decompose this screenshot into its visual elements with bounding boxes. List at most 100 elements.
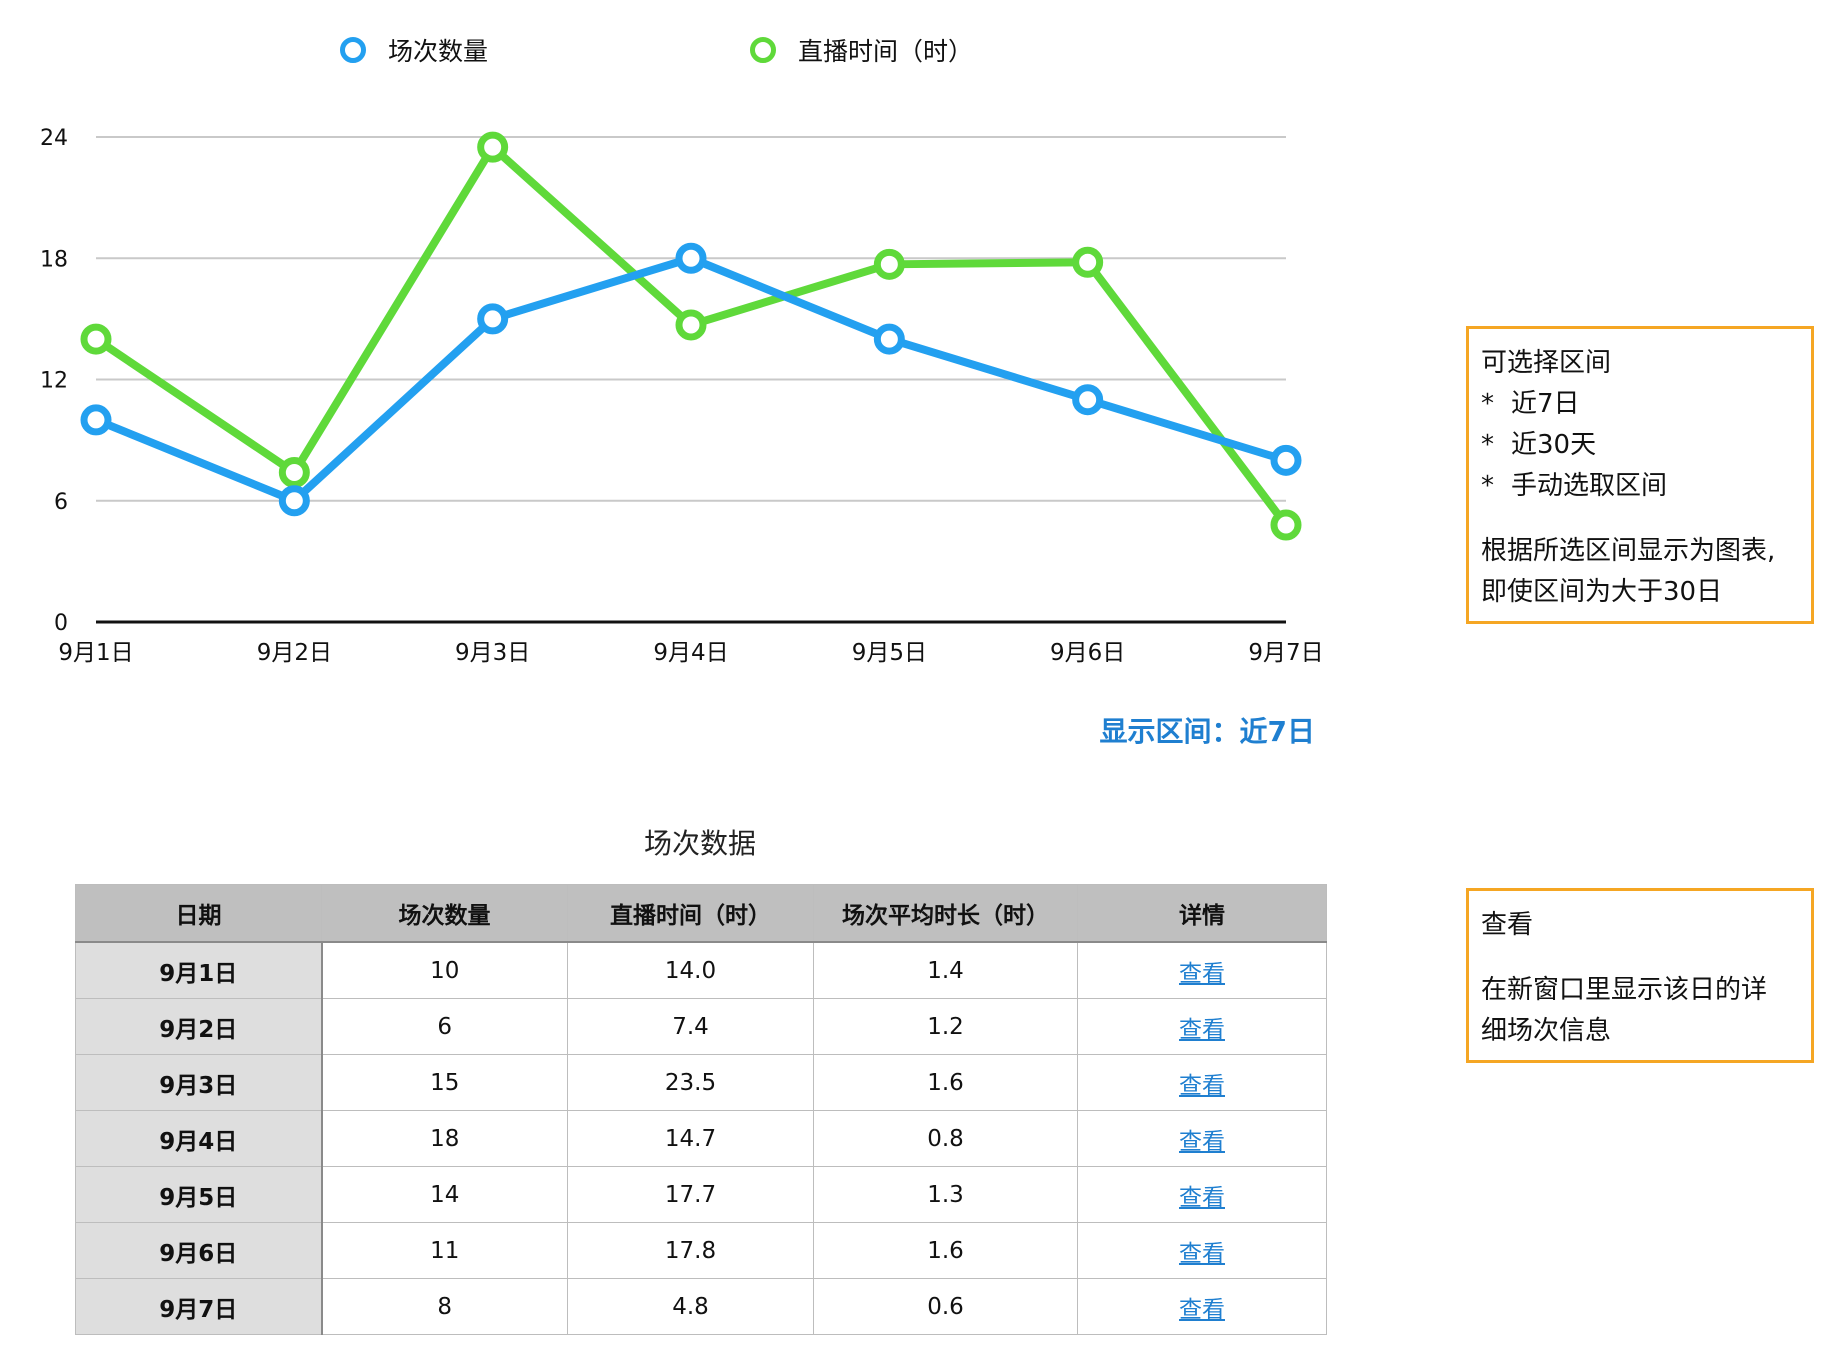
cell-date: 9月2日 (75, 998, 323, 1055)
cell-session-count: 6 (321, 998, 568, 1055)
legend-label-live-hours: 直播时间（时） (798, 37, 974, 66)
cell-session-count: 10 (321, 941, 568, 999)
legend-marker-sessions (340, 37, 366, 63)
view-details-link[interactable]: 查看 (1077, 1054, 1327, 1111)
cell-avg-duration: 1.3 (813, 1166, 1078, 1223)
note-text: 细场次信息 (1481, 1016, 1612, 1046)
data-point (675, 242, 707, 274)
header-avg-duration: 场次平均时长（时） (813, 884, 1078, 943)
legend-marker-live-hours (750, 37, 776, 63)
data-point (1270, 509, 1302, 541)
data-point (278, 456, 310, 488)
bullet-mark: * (1481, 471, 1494, 501)
view-link-label[interactable]: 查看 (1179, 1016, 1225, 1043)
note-item-text: 近30天 (1511, 430, 1597, 460)
view-details-link[interactable]: 查看 (1077, 998, 1327, 1055)
data-point (80, 323, 112, 355)
data-point (1072, 246, 1104, 278)
note-text: 即使区间为大于30日 (1481, 577, 1723, 607)
cell-session-count: 11 (321, 1222, 568, 1279)
note-title: 查看 (1481, 910, 1534, 940)
cell-avg-duration: 1.6 (813, 1222, 1078, 1279)
data-point (477, 131, 509, 163)
view-details-link[interactable]: 查看 (1077, 1166, 1327, 1223)
note-item-text: 近7日 (1511, 389, 1580, 419)
table-row: 9月3日 15 23.5 1.6 查看 (75, 1054, 1327, 1111)
data-point (477, 303, 509, 335)
y-tick-label: 24 (40, 126, 68, 151)
header-session-count: 场次数量 (321, 884, 568, 943)
table-row: 9月4日 18 14.7 0.8 查看 (75, 1110, 1327, 1167)
cell-live-hours: 23.5 (567, 1054, 814, 1111)
view-details-link[interactable]: 查看 (1077, 941, 1327, 999)
cell-avg-duration: 0.6 (813, 1278, 1078, 1335)
cell-date: 9月7日 (75, 1278, 323, 1335)
view-link-label[interactable]: 查看 (1179, 960, 1225, 987)
view-details-link[interactable]: 查看 (1077, 1110, 1327, 1167)
view-link-label[interactable]: 查看 (1179, 1240, 1225, 1267)
x-tick-label: 9月1日 (58, 640, 133, 666)
table-row: 9月2日 6 7.4 1.2 查看 (75, 998, 1327, 1055)
table-row: 9月7日 8 4.8 0.6 查看 (75, 1278, 1327, 1335)
cell-live-hours: 14.7 (567, 1110, 814, 1167)
x-tick-label: 9月5日 (852, 640, 927, 666)
y-tick-label: 0 (54, 611, 68, 636)
table-title: 场次数据 (643, 827, 756, 860)
note-bullet-item: * 近30天 (1481, 425, 1797, 466)
x-tick-label: 9月4日 (653, 640, 728, 666)
range-selector-label[interactable]: 显示区间：近7日 (1099, 715, 1315, 748)
cell-date: 9月1日 (75, 941, 323, 999)
view-link-label[interactable]: 查看 (1179, 1296, 1225, 1323)
table-row: 9月5日 14 17.7 1.3 查看 (75, 1166, 1327, 1223)
note-item-text: 手动选取区间 (1511, 471, 1668, 501)
view-link-label[interactable]: 查看 (1179, 1184, 1225, 1211)
cell-live-hours: 14.0 (567, 941, 814, 999)
session-data-table: 日期 场次数量 直播时间（时） 场次平均时长（时） 详情 9月1日 10 14.… (75, 884, 1327, 1335)
bullet-mark: * (1481, 430, 1494, 460)
x-tick-label: 9月3日 (455, 640, 530, 666)
cell-session-count: 8 (321, 1278, 568, 1335)
y-tick-label: 12 (40, 369, 68, 394)
table-row: 9月6日 11 17.8 1.6 查看 (75, 1222, 1327, 1279)
cell-live-hours: 17.8 (567, 1222, 814, 1279)
data-point (675, 309, 707, 341)
view-details-link[interactable]: 查看 (1077, 1222, 1327, 1279)
legend-item-live-hours[interactable]: 直播时间（时） (750, 30, 973, 70)
cell-date: 9月3日 (75, 1054, 323, 1111)
y-axis-ticks: 0 6 12 18 24 (40, 126, 68, 636)
note-text: 在新窗口里显示该日的详 (1481, 975, 1768, 1005)
cell-date: 9月6日 (75, 1222, 323, 1279)
data-point (873, 248, 905, 280)
note-bullet-item: * 近7日 (1481, 384, 1797, 425)
legend-label-sessions: 场次数量 (388, 37, 489, 66)
cell-avg-duration: 1.4 (813, 941, 1078, 999)
note-text: 根据所选区间显示为图表, (1481, 536, 1776, 566)
legend-item-sessions[interactable]: 场次数量 (340, 30, 488, 70)
header-date: 日期 (75, 884, 322, 943)
data-point (278, 485, 310, 517)
grid-lines (96, 136, 1286, 624)
x-tick-label: 9月2日 (257, 640, 332, 666)
data-point (1270, 444, 1302, 476)
view-details-link[interactable]: 查看 (1077, 1278, 1327, 1335)
cell-avg-duration: 1.6 (813, 1054, 1078, 1111)
data-point (80, 404, 112, 436)
view-details-note: 查看 在新窗口里显示该日的详 细场次信息 (1466, 888, 1814, 1063)
cell-live-hours: 4.8 (567, 1278, 814, 1335)
series-lines (80, 131, 1302, 541)
table-row: 9月1日 10 14.0 1.4 查看 (75, 941, 1327, 999)
data-point (873, 323, 905, 355)
header-details: 详情 (1077, 884, 1327, 943)
x-tick-label: 9月7日 (1248, 640, 1323, 666)
table-header-row: 日期 场次数量 直播时间（时） 场次平均时长（时） 详情 (75, 884, 1327, 943)
cell-avg-duration: 0.8 (813, 1110, 1078, 1167)
view-link-label[interactable]: 查看 (1179, 1128, 1225, 1155)
header-live-hours: 直播时间（时） (567, 884, 814, 943)
data-point (1072, 384, 1104, 416)
line-chart: 0 6 12 18 24 9月1日 9月2日 9月3日 9月4日 9月5日 9月6日 9月7日 (40, 126, 1324, 666)
y-tick-label: 18 (40, 247, 68, 272)
cell-avg-duration: 1.2 (813, 998, 1078, 1055)
view-link-label[interactable]: 查看 (1179, 1072, 1225, 1099)
cell-session-count: 14 (321, 1166, 568, 1223)
cell-session-count: 15 (321, 1054, 568, 1111)
